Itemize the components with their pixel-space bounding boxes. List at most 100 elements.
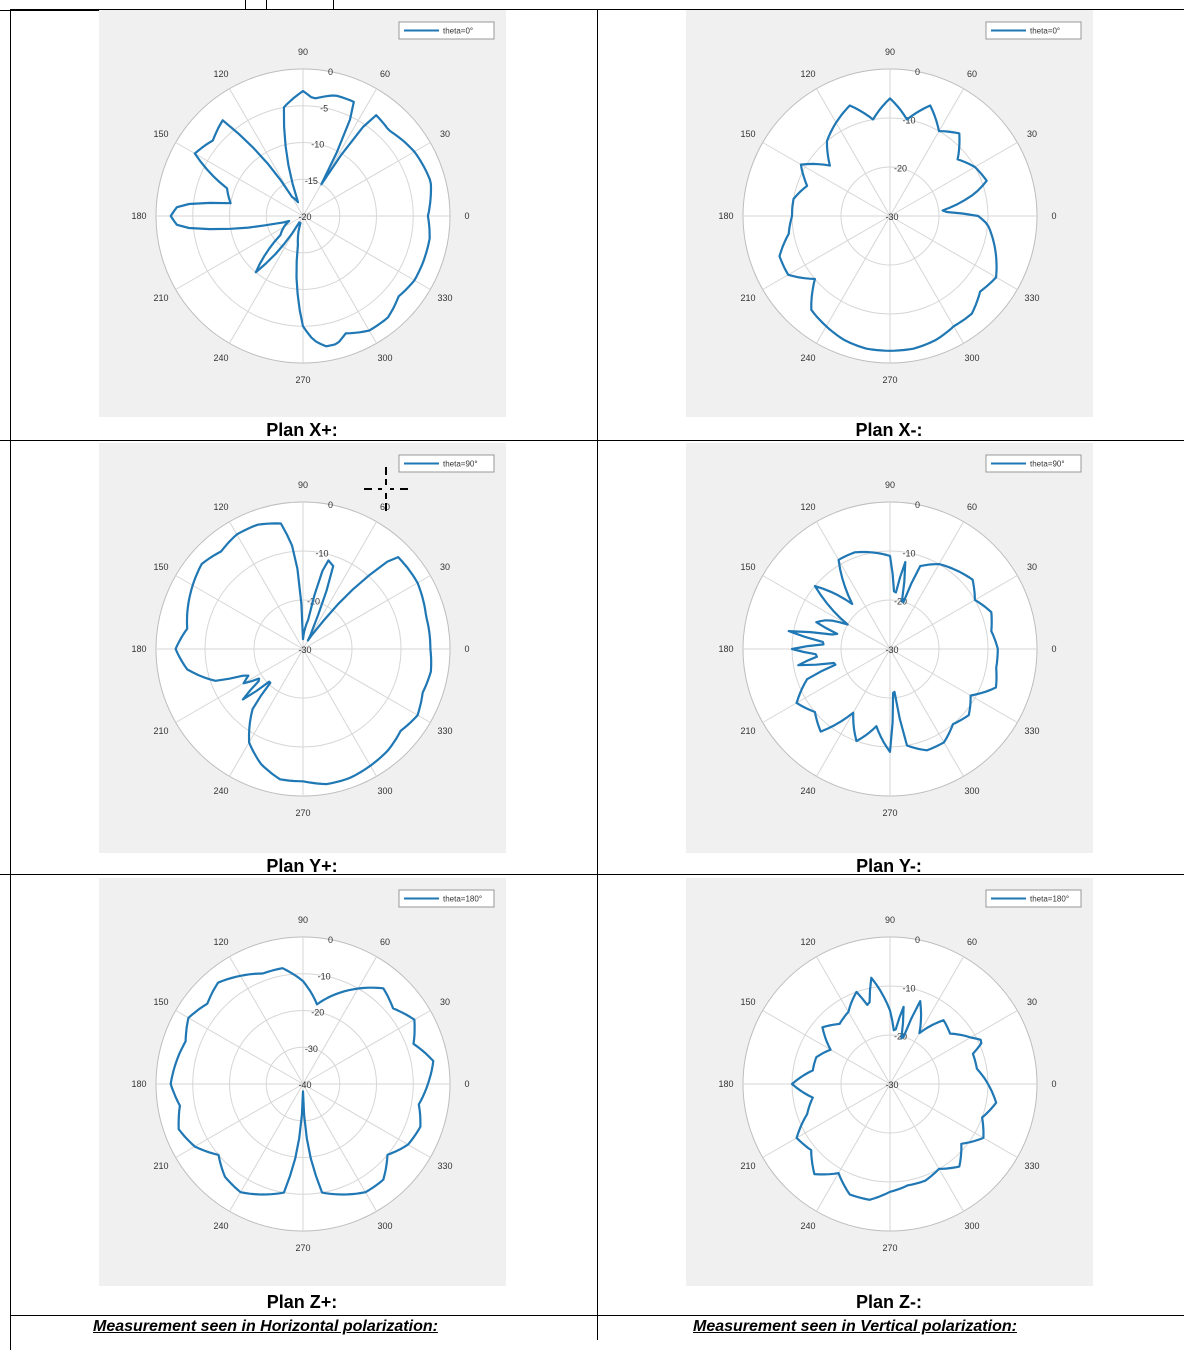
legend-box (398, 889, 495, 908)
angle-tick-label: 120 (213, 937, 228, 947)
table-divider-row-2 (0, 874, 1184, 875)
angle-tick-label: 300 (377, 786, 392, 796)
plot-cell: 0 -5 -10 -15 -20 0 30 60 90 120 150 180 210 240 270 300… (99, 10, 506, 417)
angle-tick-label: 240 (213, 353, 228, 363)
angle-tick-label: 0 (1051, 211, 1056, 221)
table-divider-vertical (597, 9, 598, 1340)
angle-gridline (889, 575, 1018, 650)
radial-tick-label: -10 (903, 983, 916, 993)
angle-tick-label: 0 (1051, 644, 1056, 654)
radial-tick-label: 0 (915, 500, 920, 510)
angle-tick-label: 30 (1027, 562, 1037, 572)
angle-tick-label: 210 (740, 726, 755, 736)
angle-gridline (889, 1083, 964, 1212)
angle-tick-label: 90 (885, 47, 895, 57)
radial-tick-label: -20 (894, 597, 907, 607)
angle-tick-label: 30 (1027, 997, 1037, 1007)
radial-gridline (265, 1046, 341, 1122)
series-line (174, 522, 433, 786)
plan-title: Plan Z+: (266, 1292, 338, 1312)
angle-gridline (302, 648, 431, 723)
angle-gridline (889, 648, 964, 777)
angle-tick-label: 330 (438, 293, 453, 303)
plan-title: Plan Y-: (856, 856, 922, 876)
radial-tick-label: -30 (298, 645, 311, 655)
series-line (169, 967, 435, 1196)
series-line (790, 976, 998, 1201)
angle-gridline (816, 88, 891, 217)
polar-chart-y-minus: 0 -10 -20 -30 0 30 60 90 120 150 180 210 240 270 300 33… (718, 454, 1082, 818)
angle-tick-label: 150 (740, 997, 755, 1007)
angle-gridline (762, 1010, 891, 1085)
angle-tick-label: 330 (1025, 293, 1040, 303)
angle-tick-label: 30 (440, 562, 450, 572)
angle-tick-label: 0 (1051, 1079, 1056, 1089)
angle-gridline (889, 956, 964, 1085)
angle-tick-label: 240 (213, 786, 228, 796)
angle-tick-label: 120 (800, 937, 815, 947)
angle-tick-label: 60 (967, 937, 977, 947)
angle-tick-label: 90 (885, 915, 895, 925)
legend-box (985, 454, 1082, 473)
angle-tick-label: 180 (718, 1079, 733, 1089)
angle-tick-label: 60 (380, 69, 390, 79)
angle-tick-label: 60 (967, 502, 977, 512)
radial-tick-label: -20 (298, 212, 311, 222)
angle-gridline (762, 142, 891, 217)
angle-tick-label: 240 (213, 1221, 228, 1231)
angle-gridline (762, 648, 891, 723)
radial-tick-label: -30 (885, 212, 898, 222)
angle-gridline (302, 648, 377, 777)
angle-gridline (762, 575, 891, 650)
angle-tick-label: 210 (153, 1161, 168, 1171)
radial-tick-label: -30 (885, 1080, 898, 1090)
legend-label: theta=0° (443, 27, 473, 36)
plan-title: Plan Z-: (856, 1292, 922, 1312)
angle-tick-label: 90 (885, 480, 895, 490)
angle-tick-label: 300 (964, 786, 979, 796)
radial-gridline (253, 599, 353, 699)
angle-gridline (889, 1083, 1018, 1158)
angle-tick-label: 300 (377, 1221, 392, 1231)
legend-label: theta=0° (1030, 27, 1060, 36)
angle-tick-label: 150 (740, 129, 755, 139)
angle-tick-label: 90 (298, 915, 308, 925)
radial-gridline (840, 166, 940, 266)
angle-tick-label: 90 (298, 480, 308, 490)
angle-tick-label: 240 (800, 353, 815, 363)
angle-tick-label: 180 (131, 1079, 146, 1089)
angle-tick-label: 240 (800, 1221, 815, 1231)
plot-cell: 0-10-20-30030609012015018021024027030033… (99, 443, 506, 853)
radial-tick-label: -10 (903, 548, 916, 558)
angle-gridline (302, 521, 377, 650)
angle-tick-label: 270 (882, 375, 897, 385)
angle-tick-label: 180 (131, 211, 146, 221)
radial-tick-label: -10 (903, 115, 916, 125)
angle-gridline (816, 1083, 891, 1212)
radial-tick-label: 0 (328, 500, 333, 510)
angle-tick-label: 150 (153, 997, 168, 1007)
legend-label: theta=180° (443, 895, 482, 904)
angle-tick-label: 210 (740, 293, 755, 303)
angle-tick-label: 180 (718, 644, 733, 654)
angle-tick-label: 330 (1025, 1161, 1040, 1171)
angle-tick-label: 30 (440, 129, 450, 139)
footer-vertical-caption: Measurement seen in Vertical polarizatio… (693, 1318, 1017, 1335)
angle-tick-label: 60 (380, 937, 390, 947)
angle-gridline (889, 648, 1018, 723)
legend-box (985, 21, 1082, 40)
angle-tick-label: 0 (464, 1079, 469, 1089)
angle-gridline (229, 521, 304, 650)
series-line (778, 97, 998, 352)
angle-gridline (762, 1083, 891, 1158)
radial-gridline (192, 973, 414, 1195)
angle-tick-label: 120 (213, 69, 228, 79)
angle-tick-label: 30 (440, 997, 450, 1007)
angle-tick-label: 180 (718, 211, 733, 221)
angle-tick-label: 270 (295, 808, 310, 818)
angle-tick-label: 90 (298, 47, 308, 57)
angle-tick-label: 210 (153, 726, 168, 736)
angle-tick-label: 150 (153, 129, 168, 139)
radial-tick-label: 0 (915, 67, 920, 77)
legend-label: theta=90° (443, 460, 478, 469)
